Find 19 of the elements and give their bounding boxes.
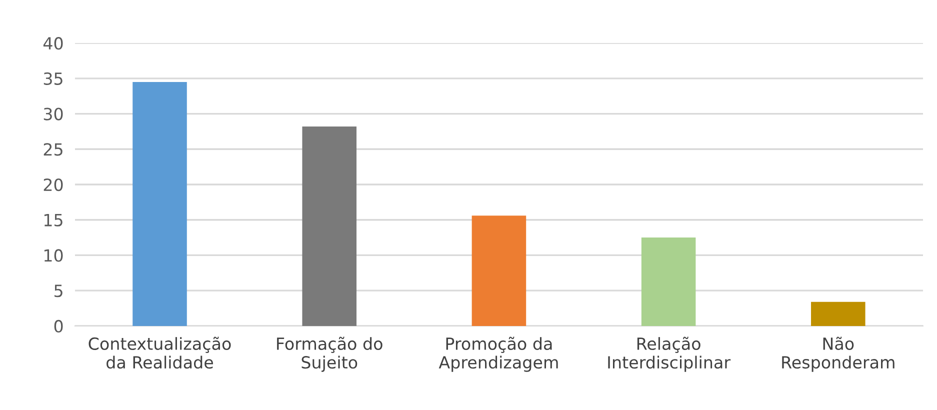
x-tick-label: Contextualização da Realidade — [88, 336, 231, 369]
bar — [302, 126, 356, 326]
bar — [132, 82, 187, 326]
y-tick-label: 30 — [44, 108, 63, 120]
y-tick-label: 5 — [54, 284, 62, 298]
y-tick-label: 35 — [44, 72, 62, 85]
y-tick-label: 0 — [54, 320, 63, 333]
bar — [811, 302, 866, 326]
y-tick-label: 25 — [44, 143, 62, 156]
x-tick-label: Promoção da Aprendizagem — [438, 336, 558, 372]
bar — [641, 238, 696, 326]
y-tick-label: 40 — [43, 37, 63, 50]
y-tick-label: 20 — [44, 178, 63, 192]
y-tick-label: 10 — [44, 249, 63, 262]
x-tick-label: Não Responderam — [782, 336, 894, 372]
x-tick-label: Relação Interdisciplinar — [608, 336, 731, 372]
y-tick-label: 15 — [44, 214, 62, 226]
bar — [472, 216, 526, 326]
x-tick-label: Formação do Sujeito — [277, 336, 382, 372]
